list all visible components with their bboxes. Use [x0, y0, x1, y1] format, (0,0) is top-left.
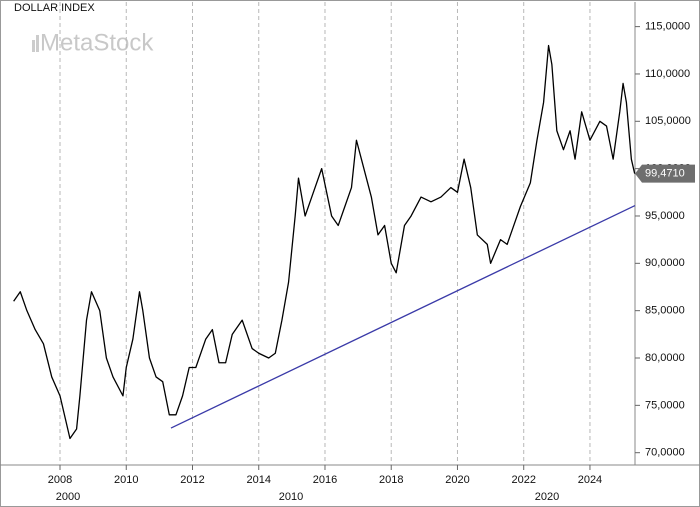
x-tick-label: 2012: [180, 474, 204, 486]
logo-bar: [32, 40, 35, 52]
watermark: MetaStock: [32, 29, 154, 56]
x-tick-label: 2016: [313, 474, 337, 486]
y-tick-label: 95,0000: [645, 210, 685, 222]
x-tick-label: 2024: [578, 474, 602, 486]
x-group-label: 2010: [279, 491, 303, 503]
x-tick-label: 2018: [379, 474, 403, 486]
chart-title: DOLLAR INDEX: [14, 2, 95, 14]
y-tick-label: 75,0000: [645, 399, 685, 411]
y-tick-label: 70,0000: [645, 447, 685, 459]
x-group-label: 2000: [56, 491, 80, 503]
y-tick-label: 105,0000: [645, 115, 691, 127]
watermark-text: MetaStock: [40, 29, 154, 56]
x-group-label: 2020: [535, 491, 559, 503]
logo-bar: [36, 35, 39, 52]
y-tick-label: 110,0000: [645, 68, 690, 80]
y-tick-label: 85,0000: [645, 305, 685, 317]
price-line: [13, 44, 636, 440]
x-tick-label: 2008: [48, 474, 72, 486]
last-price-box: [635, 164, 695, 183]
last-price-label: 99,4710: [645, 168, 685, 180]
x-tick-label: 2020: [445, 474, 469, 486]
x-tick-label: 2022: [511, 474, 535, 486]
x-tick-label: 2014: [246, 474, 270, 486]
x-tick-label: 2010: [114, 474, 138, 486]
y-tick-label: 80,0000: [645, 352, 685, 364]
trendline: [170, 204, 636, 429]
y-tick-label: 90,0000: [645, 257, 685, 269]
y-tick-label: 115,0000: [645, 21, 690, 33]
